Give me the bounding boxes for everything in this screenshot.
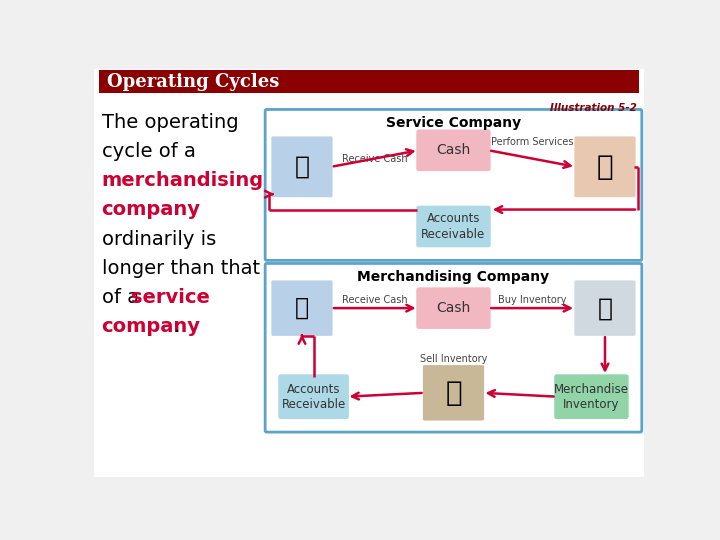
Text: Receive Cash: Receive Cash — [342, 154, 408, 164]
FancyBboxPatch shape — [99, 70, 639, 93]
FancyBboxPatch shape — [416, 130, 490, 171]
Text: Operating Cycles: Operating Cycles — [107, 73, 279, 91]
Text: Illustration 5-2: Illustration 5-2 — [550, 103, 637, 113]
Text: Sell Inventory: Sell Inventory — [420, 354, 487, 363]
FancyBboxPatch shape — [271, 137, 333, 197]
FancyBboxPatch shape — [271, 280, 333, 336]
Text: .: . — [174, 318, 180, 336]
Text: 🚚: 🚚 — [598, 296, 613, 320]
FancyBboxPatch shape — [279, 374, 349, 419]
FancyBboxPatch shape — [575, 137, 636, 197]
FancyBboxPatch shape — [575, 280, 636, 336]
FancyBboxPatch shape — [423, 365, 484, 421]
Text: 💰: 💰 — [294, 155, 310, 179]
Text: Merchandise
Inventory: Merchandise Inventory — [554, 383, 629, 410]
FancyBboxPatch shape — [265, 110, 642, 260]
Text: Cash: Cash — [436, 143, 471, 157]
Text: 📦: 📦 — [445, 379, 462, 407]
Text: company: company — [102, 318, 201, 336]
Text: service: service — [131, 288, 210, 307]
FancyBboxPatch shape — [416, 206, 490, 247]
FancyBboxPatch shape — [416, 287, 490, 329]
Text: Accounts
Receivable: Accounts Receivable — [282, 383, 346, 410]
Text: cycle of a: cycle of a — [102, 142, 196, 161]
Text: Cash: Cash — [436, 301, 471, 315]
Text: ordinarily is: ordinarily is — [102, 230, 216, 248]
Text: The operating: The operating — [102, 112, 238, 132]
Text: Service Company: Service Company — [386, 116, 521, 130]
Text: Receive Cash: Receive Cash — [342, 295, 408, 305]
Text: 💰: 💰 — [295, 296, 309, 320]
Text: of a: of a — [102, 288, 145, 307]
Text: company: company — [102, 200, 201, 219]
Text: 🚗: 🚗 — [597, 153, 613, 181]
Text: longer than that: longer than that — [102, 259, 260, 278]
Text: merchandising: merchandising — [102, 171, 264, 190]
Text: Perform Services: Perform Services — [491, 137, 573, 147]
FancyBboxPatch shape — [265, 264, 642, 432]
Text: Merchandising Company: Merchandising Company — [357, 269, 549, 284]
Text: Accounts
Receivable: Accounts Receivable — [421, 213, 485, 240]
FancyBboxPatch shape — [554, 374, 629, 419]
FancyBboxPatch shape — [94, 69, 644, 477]
Text: Buy Inventory: Buy Inventory — [498, 295, 567, 305]
